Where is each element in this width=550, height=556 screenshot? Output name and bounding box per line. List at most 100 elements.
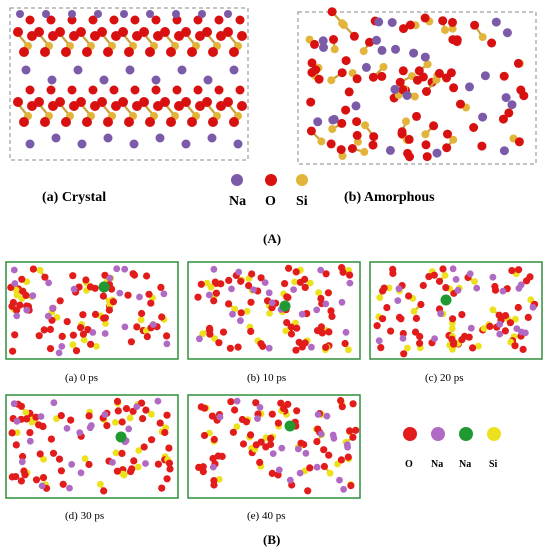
o-atom <box>383 304 391 312</box>
na-atom <box>449 265 457 273</box>
na-atom <box>73 65 83 75</box>
o-atom <box>200 431 209 440</box>
si-atom <box>81 455 89 462</box>
o-atom <box>82 117 92 127</box>
o-atom <box>145 290 153 298</box>
o-atom <box>495 311 503 319</box>
o-atom <box>147 299 155 307</box>
amorphous-caption: (b) Amorphous <box>344 190 435 205</box>
na-atom <box>113 265 121 273</box>
na-atom <box>58 343 66 350</box>
o-atom <box>210 435 218 444</box>
o-atom <box>223 27 233 37</box>
o-atom <box>434 68 444 78</box>
na-atom <box>235 268 243 276</box>
na-atom <box>142 460 149 467</box>
o-atom <box>139 27 149 37</box>
o-atom <box>46 85 56 95</box>
o-atom <box>328 312 336 320</box>
o-atom <box>417 300 425 309</box>
si-atom <box>317 137 326 146</box>
panel-a-legend: Na O Si <box>229 174 308 209</box>
na-atom <box>452 276 460 283</box>
na-atom <box>313 117 323 127</box>
o-atom <box>217 280 225 288</box>
o-atom <box>339 268 347 276</box>
o-atom <box>301 275 309 283</box>
o-atom <box>67 416 75 424</box>
si-atom <box>36 266 44 274</box>
o-atom <box>67 15 77 25</box>
o-atom <box>212 289 220 297</box>
o-atom <box>208 412 216 420</box>
o-atom <box>449 315 457 323</box>
na-atom <box>394 297 402 304</box>
snapshot-caption-4: (e) 40 ps <box>247 510 286 522</box>
na-atom <box>351 101 361 111</box>
o-atom <box>416 332 424 341</box>
na-atom <box>513 325 521 332</box>
o-atom <box>346 427 354 435</box>
o-atom <box>320 462 328 471</box>
o-atom <box>46 325 55 333</box>
si-atom <box>135 447 143 454</box>
o-atom <box>326 139 336 149</box>
na-atom <box>489 273 497 281</box>
o-atom <box>416 339 424 347</box>
na-atom <box>529 303 537 311</box>
o-atom <box>99 292 107 300</box>
o-atom <box>56 297 64 305</box>
o-atom <box>61 117 71 127</box>
na-atom <box>399 335 407 342</box>
si-atom <box>432 75 441 84</box>
na-atom <box>229 65 239 75</box>
o-atom <box>208 47 218 57</box>
o-atom <box>165 444 173 452</box>
o-atom <box>158 484 166 492</box>
si-atom <box>376 294 384 301</box>
o-atom <box>338 403 346 411</box>
o-atom <box>195 463 203 471</box>
o-atom <box>268 410 276 418</box>
snapshot-caption-3: (d) 30 ps <box>65 510 104 522</box>
o-atom <box>202 27 212 37</box>
o-atom <box>524 313 532 321</box>
o-atom <box>139 97 149 107</box>
o-atom <box>337 456 345 464</box>
na-atom <box>101 411 109 418</box>
o-atom <box>513 58 523 68</box>
o-atom <box>160 27 170 37</box>
na-atom <box>181 139 191 149</box>
na-atom <box>491 17 501 27</box>
o-atom <box>274 419 282 427</box>
o-atom <box>399 329 407 338</box>
na-atom <box>496 320 504 328</box>
legend-b-na-tracked-label: Na <box>459 459 471 470</box>
o-atom <box>77 324 85 332</box>
o-atom <box>341 105 351 115</box>
si-atom <box>379 63 388 71</box>
o-atom <box>349 31 359 41</box>
o-atom <box>449 340 458 348</box>
o-atom <box>197 403 205 411</box>
o-atom <box>397 127 407 137</box>
o-atom <box>79 311 87 319</box>
na-atom <box>233 139 243 149</box>
o-atom <box>368 140 378 150</box>
na-atom <box>86 424 94 432</box>
o-atom <box>229 428 237 436</box>
o-atom <box>215 339 223 347</box>
o-atom <box>194 293 202 301</box>
o-atom <box>130 271 139 279</box>
o-atom <box>13 306 21 314</box>
o-atom <box>506 319 514 327</box>
o-atom <box>347 482 355 490</box>
na-atom <box>254 415 261 422</box>
o-atom <box>100 314 108 322</box>
na-atom <box>313 306 321 314</box>
o-atom <box>429 121 439 131</box>
o-atom <box>398 66 408 76</box>
o-atom <box>129 407 137 415</box>
o-atom <box>226 344 234 352</box>
